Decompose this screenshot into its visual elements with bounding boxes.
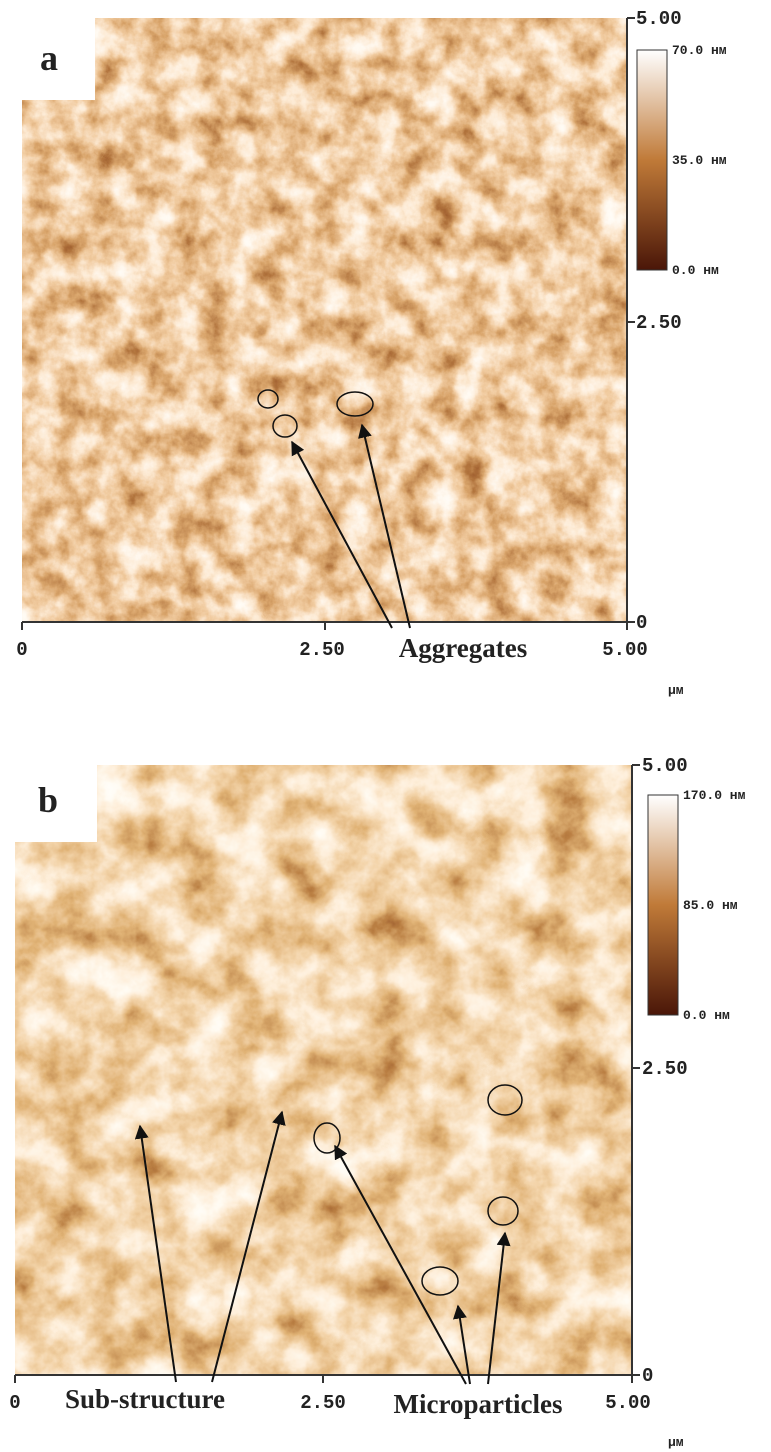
arrow [487,1231,511,1385]
panel-label: b [38,780,58,820]
colorbar [647,794,679,1016]
colorbar-label: 35.0 нм [672,153,727,168]
x-tick: 5.00 [602,639,648,661]
unit: μм [668,683,684,698]
outline [487,1196,519,1226]
panel-label: a [40,38,58,78]
x-tick: 0 [9,1392,20,1414]
outline [487,1084,523,1116]
unit: μм [668,1435,684,1450]
y-tick: 5.00 [636,8,682,30]
annotation: Sub-structure [65,1384,225,1414]
colorbar-label: 85.0 нм [683,898,738,913]
arrow [358,423,411,629]
outline [257,389,279,409]
arrow [291,440,393,629]
afm-image [15,765,632,1375]
panel-a: a 5.00 2.50 0 0 2.50 5.00 μм 70.0 нм 35.… [16,8,727,698]
ticks [21,17,635,630]
arrow [134,1124,177,1383]
y-tick: 0 [642,1365,653,1387]
arrow [452,1304,471,1385]
x-tick: 2.50 [299,639,345,661]
outline [336,391,374,417]
colorbar-label: 0.0 нм [672,263,719,278]
y-tick: 2.50 [642,1058,688,1080]
afm-image [22,18,627,622]
annotation: Microparticles [394,1389,563,1419]
y-tick: 5.00 [642,755,688,777]
colorbar-label: 0.0 нм [683,1008,730,1023]
outline [272,414,298,438]
arrow [211,1110,286,1383]
colorbar-label: 170.0 нм [683,788,746,803]
x-tick: 5.00 [605,1392,651,1414]
colorbar-label: 70.0 нм [672,43,727,58]
x-tick: 0 [16,639,27,661]
y-tick: 2.50 [636,312,682,334]
y-tick: 0 [636,612,647,634]
arrow [334,1144,467,1385]
outline [313,1122,341,1154]
panel-b: b 5.00 2.50 0 0 2.50 5.00 μм 170.0 нм 85… [9,755,745,1450]
colorbar [636,49,668,271]
x-tick: 2.50 [300,1392,346,1414]
outline [421,1266,459,1296]
ticks [14,764,640,1383]
annotation: Aggregates [399,633,527,663]
